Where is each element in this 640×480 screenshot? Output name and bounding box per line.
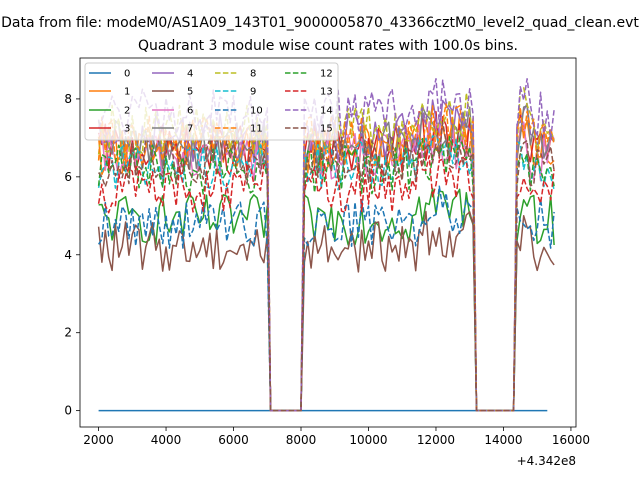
legend-label: 10 [250, 106, 263, 117]
figure-suptitle: Data from file: modeM0/AS1A09_143T01_900… [1, 15, 639, 31]
series-line-13 [97, 151, 555, 412]
x-tick-label: 10000 [349, 433, 387, 447]
y-tick-label: 0 [64, 404, 72, 418]
legend-label: 13 [320, 87, 333, 98]
y-tick-label: 6 [64, 170, 72, 184]
legend-label: 14 [320, 106, 333, 117]
y-tick-label: 4 [64, 248, 72, 262]
axes-frame [79, 57, 577, 428]
y-tick-label: 2 [64, 326, 72, 340]
y-tick-label: 8 [64, 92, 72, 106]
legend-label: 9 [250, 87, 256, 98]
x-tick-label: 16000 [552, 433, 590, 447]
y-axis: 0 2 4 6 8 [64, 92, 80, 418]
legend-label: 11 [250, 124, 263, 135]
plot-area: 2000 4000 6000 8000 10000 12000 14000 16000 0 2 4… [64, 57, 590, 468]
legend-label: 8 [250, 69, 256, 80]
legend-label: 15 [320, 124, 333, 135]
x-tick-label: 12000 [417, 433, 455, 447]
legend-label: 0 [124, 69, 130, 80]
legend-box [84, 62, 339, 141]
x-tick-label: 14000 [484, 433, 522, 447]
legend-label: 6 [187, 106, 193, 117]
x-tick-label: 8000 [286, 433, 317, 447]
legend-label: 5 [187, 87, 193, 98]
chart-title: Quadrant 3 module wise count rates with … [138, 38, 518, 54]
x-axis: 2000 4000 6000 8000 10000 12000 14000 16000 [83, 427, 590, 447]
legend-label: 7 [187, 124, 193, 135]
x-tick-label: 6000 [218, 433, 249, 447]
x-offset-label: +4.342e8 [517, 454, 576, 468]
x-tick-label: 2000 [83, 433, 114, 447]
legend-label: 2 [124, 106, 130, 117]
x-tick-label: 4000 [151, 433, 182, 447]
legend-label: 3 [124, 124, 130, 135]
legend-label: 12 [320, 69, 333, 80]
legend-label: 4 [187, 69, 193, 80]
legend-label: 1 [124, 87, 130, 98]
series-line-15 [97, 121, 555, 412]
